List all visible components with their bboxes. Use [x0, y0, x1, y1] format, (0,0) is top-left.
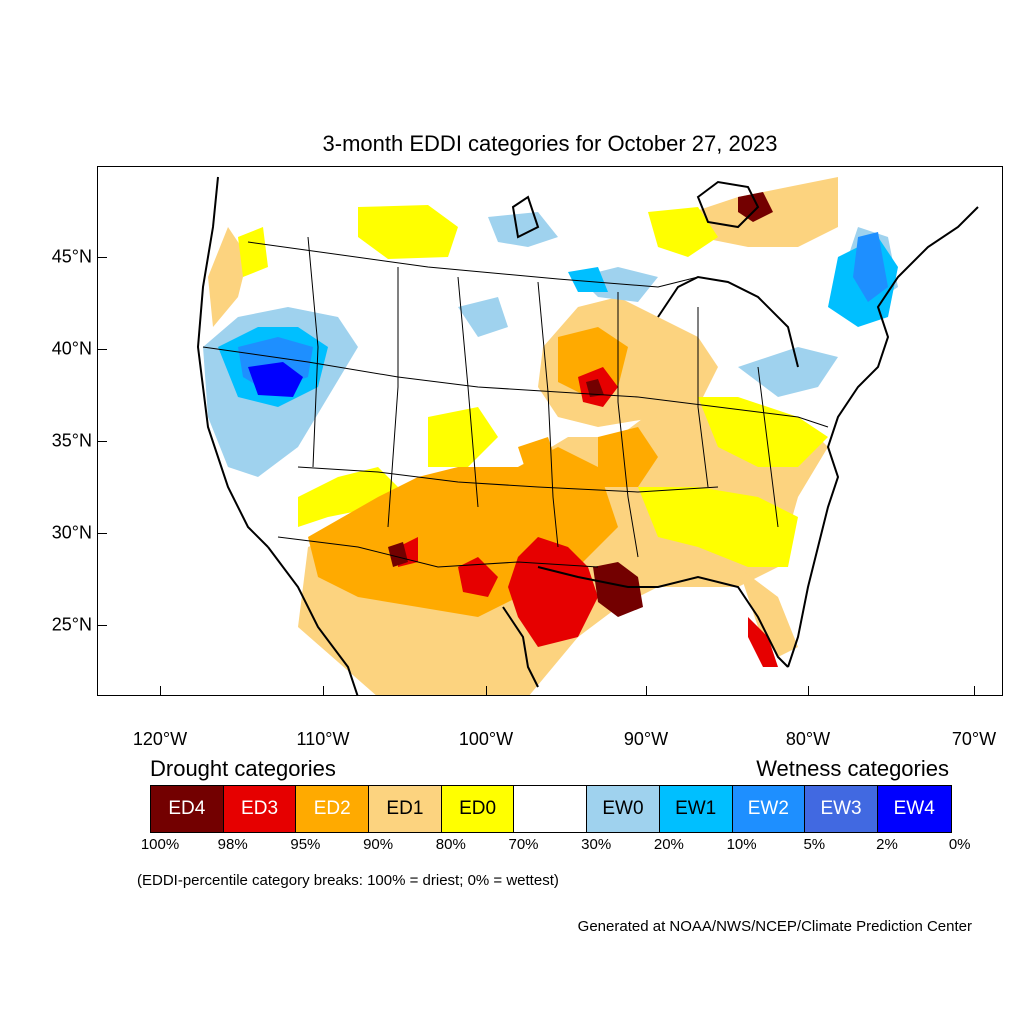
percent-break-label: 100% — [140, 836, 180, 853]
lat-tick — [97, 441, 107, 442]
eddi-map-canvas — [196, 176, 979, 695]
category-note: (EDDI-percentile category breaks: 100% =… — [137, 872, 559, 889]
credit-line: Generated at NOAA/NWS/NCEP/Climate Predi… — [577, 918, 972, 935]
lon-label-70: 70°W — [951, 729, 997, 749]
wetness-heading: Wetness categories — [756, 756, 949, 781]
legend-normal — [514, 786, 588, 832]
category-legend: ED4 ED3 ED2 ED1 ED0 EW0 EW1 EW2 EW3 EW4 — [150, 785, 952, 833]
percent-break-label: 2% — [876, 836, 898, 853]
lat-tick — [97, 349, 107, 350]
lon-tick — [974, 686, 975, 696]
lat-tick — [97, 533, 107, 534]
boundary-lines — [202, 236, 829, 568]
legend-ew4: EW4 — [877, 786, 951, 832]
percent-break-label: 30% — [581, 836, 612, 853]
lon-tick — [160, 686, 161, 696]
percent-break-label: 95% — [290, 836, 321, 853]
percent-break-label: 10% — [726, 836, 757, 853]
lon-label-110: 110°W — [296, 729, 350, 749]
legend-ed0: ED0 — [441, 786, 515, 832]
lon-label-100: 100°W — [458, 729, 514, 749]
ew4-regions — [248, 362, 303, 397]
lon-tick — [646, 686, 647, 696]
lon-label-80: 80°W — [785, 729, 831, 749]
lat-label-40: 40°N — [51, 338, 92, 359]
percent-break-label: 20% — [653, 836, 684, 853]
map-title: 3-month EDDI categories for October 27, … — [322, 131, 778, 156]
legend-ed2: ED2 — [296, 786, 370, 832]
coastline — [196, 176, 979, 695]
legend-ew2: EW2 — [732, 786, 806, 832]
eddi-map — [97, 166, 1003, 696]
legend-ew0: EW0 — [587, 786, 660, 832]
lat-tick — [97, 257, 107, 258]
ed0-regions — [238, 205, 828, 567]
lat-label-35: 35°N — [51, 430, 92, 451]
legend-ed4: ED4 — [151, 786, 224, 832]
lon-tick — [323, 686, 324, 696]
lon-tick — [808, 686, 809, 696]
percent-break-label: 5% — [803, 836, 826, 853]
percent-break-label: 0% — [948, 836, 971, 853]
percent-break-label: 80% — [435, 836, 466, 853]
legend-ed1: ED1 — [369, 786, 442, 832]
lat-tick — [97, 625, 107, 626]
lat-label-25: 25°N — [51, 614, 92, 635]
percent-break-label: 70% — [508, 836, 539, 853]
lon-label-120: 120°W — [132, 729, 188, 749]
legend-ed3: ED3 — [223, 786, 297, 832]
legend-ew1: EW1 — [659, 786, 733, 832]
ed4-regions — [388, 192, 773, 617]
drought-heading: Drought categories — [150, 756, 336, 781]
lon-label-90: 90°W — [623, 729, 669, 749]
lon-tick — [486, 686, 487, 696]
lat-label-45: 45°N — [51, 246, 92, 267]
percent-break-label: 98% — [217, 836, 248, 853]
lat-label-30: 30°N — [51, 522, 92, 543]
percent-break-label: 90% — [363, 836, 394, 853]
legend-ew3: EW3 — [805, 786, 878, 832]
